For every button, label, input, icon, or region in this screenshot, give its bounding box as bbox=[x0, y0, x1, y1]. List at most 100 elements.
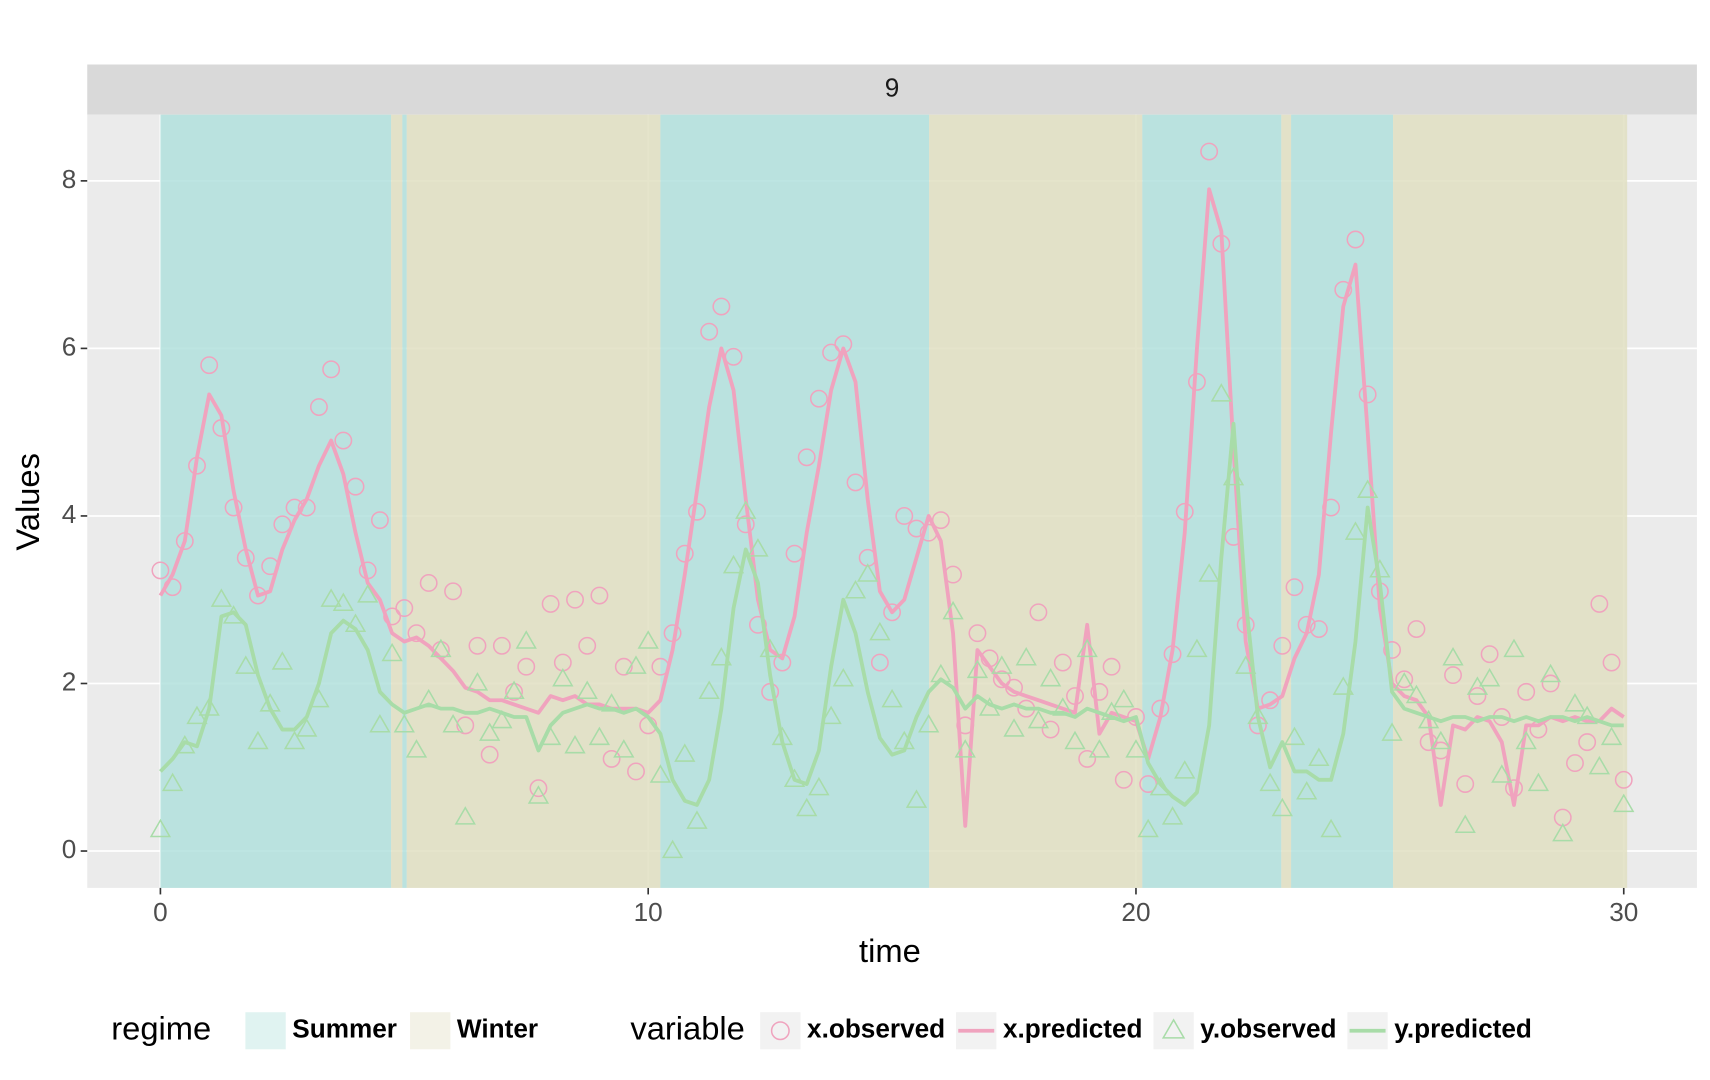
data-point bbox=[1283, 726, 1306, 746]
data-point bbox=[1273, 636, 1292, 655]
data-point bbox=[357, 584, 379, 603]
data-point bbox=[627, 762, 645, 781]
data-point bbox=[517, 657, 536, 676]
data-point bbox=[590, 586, 609, 605]
data-point bbox=[200, 356, 219, 375]
data-point bbox=[1174, 760, 1196, 779]
data-point bbox=[1114, 770, 1133, 789]
legend-title: variable bbox=[630, 1009, 745, 1046]
data-point bbox=[1027, 709, 1050, 729]
data-point bbox=[1407, 620, 1426, 638]
data-point bbox=[613, 739, 635, 758]
data-point bbox=[1161, 806, 1184, 825]
data-point bbox=[271, 651, 294, 670]
x-tick-label: 0 bbox=[153, 897, 168, 927]
data-point bbox=[456, 716, 475, 735]
x-tick-label: 10 bbox=[634, 897, 663, 927]
regime-band bbox=[406, 114, 661, 888]
data-point bbox=[918, 714, 940, 733]
data-point bbox=[393, 714, 415, 733]
data-point bbox=[968, 624, 987, 643]
data-point bbox=[700, 322, 719, 341]
data-point bbox=[515, 630, 537, 649]
data-point bbox=[492, 636, 511, 655]
data-point bbox=[491, 709, 513, 729]
data-point bbox=[1235, 655, 1257, 674]
data-point bbox=[1334, 280, 1353, 299]
data-point bbox=[1078, 749, 1097, 768]
data-point bbox=[1039, 667, 1062, 687]
data-point bbox=[430, 638, 452, 658]
x-tick-label: 30 bbox=[1609, 897, 1638, 927]
regime-band bbox=[1291, 114, 1394, 888]
y-tick-label: 8 bbox=[62, 164, 77, 194]
data-point bbox=[881, 688, 903, 708]
data-point bbox=[1052, 697, 1074, 716]
data-point bbox=[832, 667, 854, 687]
data-point bbox=[309, 398, 328, 416]
data-point bbox=[578, 636, 597, 655]
y-tick-label: 4 bbox=[62, 499, 77, 529]
data-point bbox=[1210, 383, 1232, 402]
data-point bbox=[1590, 594, 1609, 613]
data-point bbox=[1381, 722, 1403, 741]
data-point bbox=[1430, 730, 1452, 750]
data-point bbox=[283, 730, 306, 750]
data-point bbox=[1088, 739, 1111, 758]
data-point bbox=[235, 655, 257, 674]
legend-title: regime bbox=[111, 1009, 211, 1046]
data-point bbox=[748, 615, 767, 634]
data-point bbox=[296, 718, 318, 737]
data-point bbox=[1566, 754, 1584, 773]
regime-band bbox=[160, 114, 392, 888]
data-point bbox=[1015, 647, 1037, 666]
data-point bbox=[736, 515, 755, 534]
data-point bbox=[1346, 230, 1365, 249]
data-point bbox=[210, 588, 233, 607]
data-point bbox=[942, 600, 964, 620]
data-point bbox=[1186, 638, 1208, 658]
x-axis-title: time bbox=[859, 932, 921, 969]
data-point bbox=[1395, 670, 1414, 689]
data-point bbox=[249, 586, 267, 605]
data-point bbox=[1541, 674, 1560, 693]
data-point bbox=[442, 714, 464, 733]
data-point bbox=[273, 515, 292, 534]
data-point bbox=[674, 743, 696, 762]
data-point bbox=[846, 473, 865, 492]
data-point bbox=[1517, 682, 1536, 701]
data-point bbox=[503, 680, 525, 700]
data-point bbox=[418, 688, 440, 708]
data-point bbox=[1613, 793, 1635, 813]
y-tick-label: 6 bbox=[62, 331, 77, 361]
data-point bbox=[541, 594, 560, 613]
data-point bbox=[1503, 638, 1525, 658]
data-point bbox=[1125, 739, 1147, 758]
data-point bbox=[1456, 775, 1475, 793]
legend-marker bbox=[1161, 1018, 1186, 1039]
data-point bbox=[614, 657, 633, 676]
data-point bbox=[1515, 730, 1537, 750]
data-point bbox=[383, 607, 402, 626]
data-point bbox=[1100, 701, 1123, 720]
data-point bbox=[247, 730, 269, 750]
legend-key bbox=[760, 1012, 801, 1050]
data-point bbox=[1113, 688, 1135, 708]
data-point bbox=[1588, 755, 1611, 775]
data-point bbox=[1480, 645, 1499, 664]
data-point bbox=[1405, 684, 1428, 704]
data-point bbox=[370, 511, 389, 530]
data-point bbox=[1285, 578, 1304, 597]
data-point bbox=[991, 655, 1013, 674]
data-point bbox=[1539, 663, 1562, 683]
data-point bbox=[649, 764, 672, 783]
data-point bbox=[529, 779, 548, 798]
data-point bbox=[466, 672, 489, 691]
legend-label: x.predicted bbox=[1003, 1014, 1143, 1044]
data-point bbox=[905, 789, 928, 808]
regime-band bbox=[402, 114, 407, 888]
data-point bbox=[444, 582, 463, 601]
data-point bbox=[576, 680, 598, 700]
x-tick-label: 20 bbox=[1121, 897, 1150, 927]
series-line bbox=[158, 187, 1625, 828]
